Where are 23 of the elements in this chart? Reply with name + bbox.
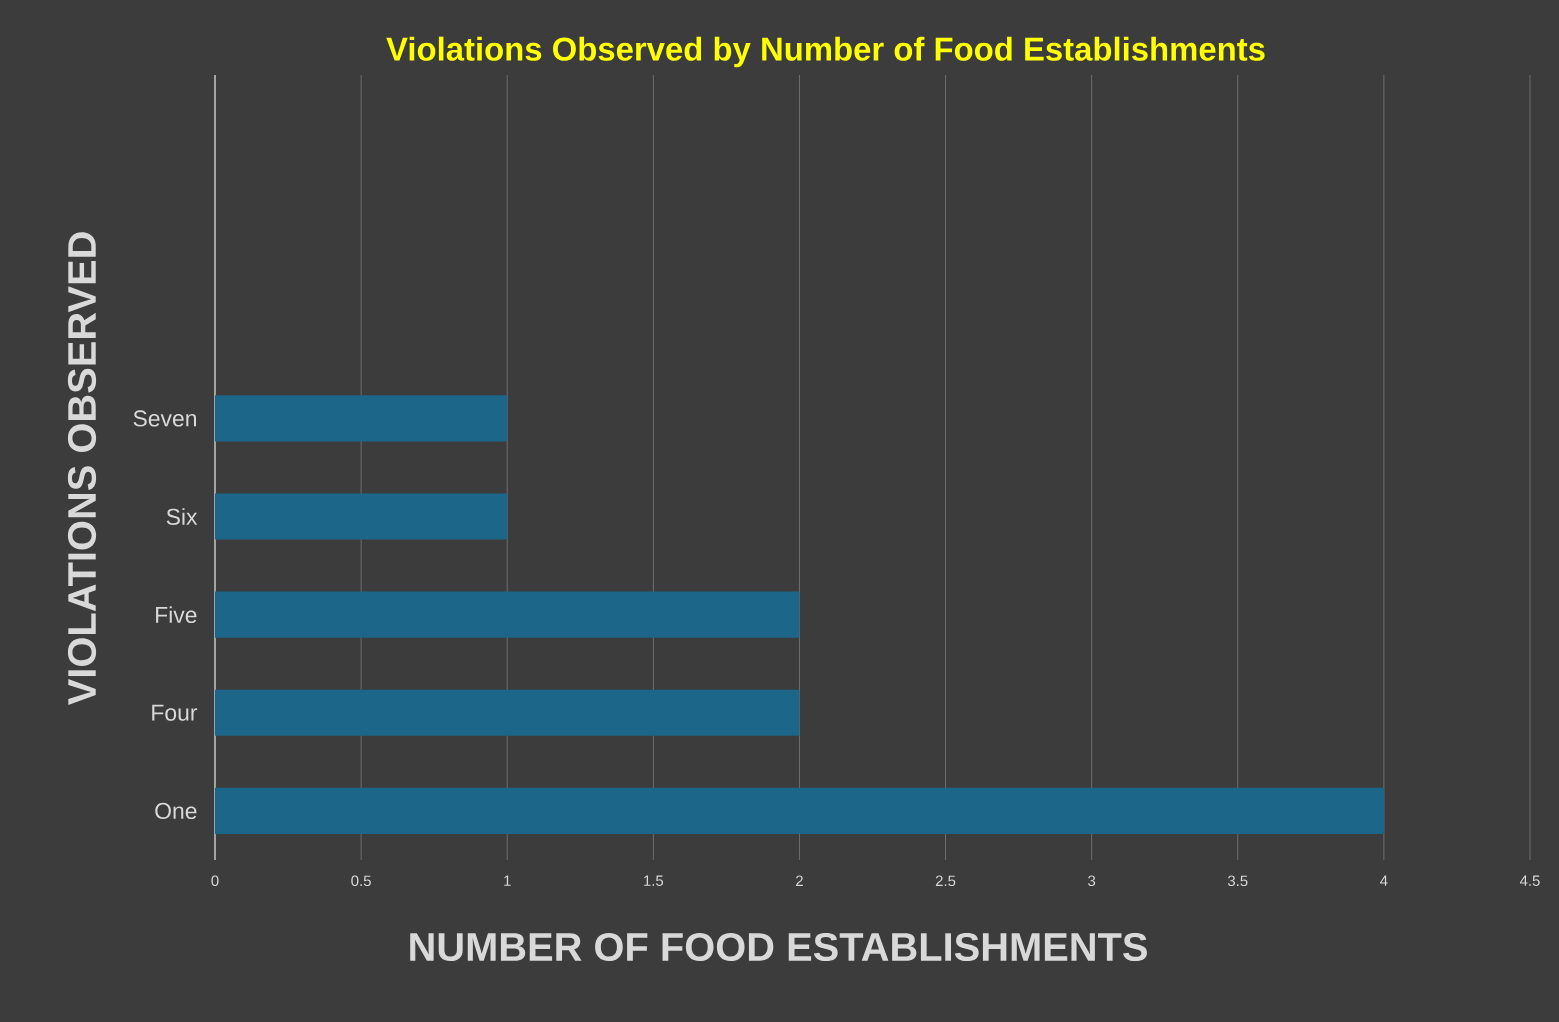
y-axis-title: VIOLATIONS OBSERVED <box>67 232 97 706</box>
bar <box>215 395 508 442</box>
x-tick-label: 4.5 <box>1519 875 1540 886</box>
bar <box>215 689 800 736</box>
x-axis-title: NUMBER OF FOOD ESTABLISHMENTS <box>410 932 1147 962</box>
bar <box>215 591 800 638</box>
x-tick-label: 1.5 <box>644 875 664 886</box>
x-tick-label: 2.5 <box>935 875 956 887</box>
x-tick-label: 3 <box>1088 875 1096 887</box>
y-tick-label: Five <box>156 606 197 624</box>
x-tick-label: 0 <box>211 875 219 887</box>
x-tick-label: 4 <box>1380 875 1388 886</box>
x-tick-label: 3.5 <box>1227 875 1248 887</box>
x-tick-label: 0.5 <box>351 875 371 887</box>
y-tick-label: Four <box>152 704 198 721</box>
x-tick-label: 1 <box>504 875 511 886</box>
y-tick-label: One <box>155 802 197 820</box>
y-tick-label: Seven <box>133 410 196 427</box>
x-tick-label: 2 <box>796 875 803 886</box>
chart-title: Violations Observed by Number of Food Establishments <box>386 36 1265 68</box>
bar <box>215 493 508 540</box>
y-tick-label: Six <box>166 508 198 525</box>
bar <box>215 787 1384 834</box>
